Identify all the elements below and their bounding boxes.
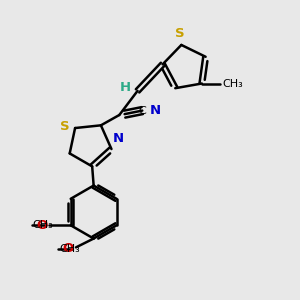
Text: O: O [63, 242, 74, 255]
Text: CH₃: CH₃ [223, 79, 243, 88]
Text: N: N [150, 104, 161, 117]
Text: H: H [120, 81, 131, 94]
Text: S: S [175, 27, 185, 40]
Text: S: S [60, 120, 70, 133]
Text: CH₃: CH₃ [32, 220, 53, 230]
Text: N: N [113, 132, 124, 145]
Text: O: O [36, 219, 47, 232]
Text: C: C [138, 106, 146, 116]
Text: CH₃: CH₃ [59, 244, 80, 254]
